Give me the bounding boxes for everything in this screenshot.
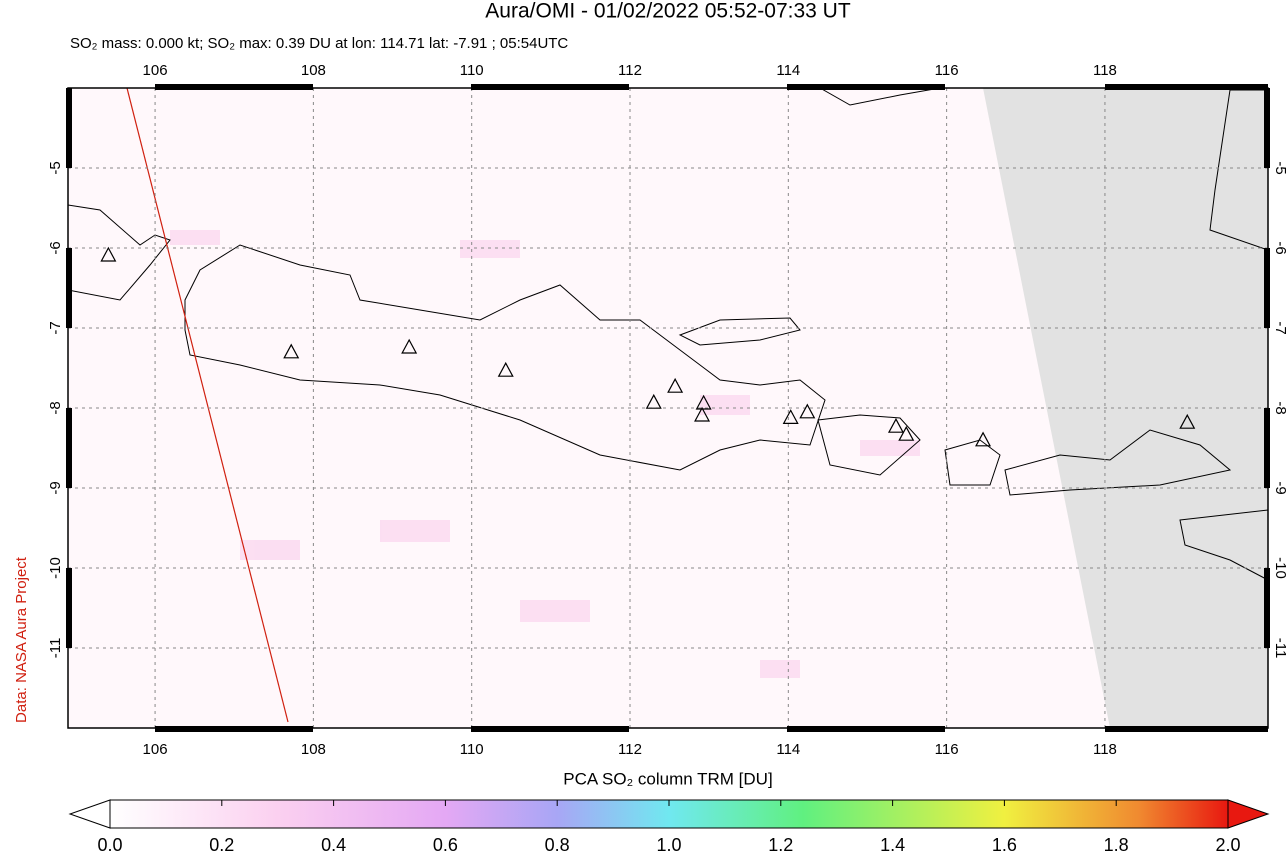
x-tick-label: 114	[776, 741, 800, 758]
colorbar-tick-label: 1.2	[768, 835, 793, 855]
title: Aura/OMI - 01/02/2022 05:52-07:33 UT	[485, 0, 851, 23]
x-tick-label: 110	[460, 741, 484, 758]
x-tick-label: 114	[776, 62, 800, 79]
y-tick-label: -5	[47, 161, 64, 174]
colorbar-tick-label: 0.6	[433, 835, 458, 855]
y-tick-label: -8	[47, 401, 64, 414]
y-tick-label: -10	[1272, 557, 1288, 579]
x-tick-label: 118	[1093, 62, 1117, 79]
x-tick-label: 108	[301, 62, 326, 79]
colorbar-tick-label: 1.6	[992, 835, 1017, 855]
volcano	[401, 338, 418, 354]
y-tick-label: -10	[47, 557, 64, 579]
volcano	[283, 343, 300, 359]
colorbar-tick-label: 2.0	[1215, 835, 1240, 855]
x-tick-label: 106	[143, 62, 168, 79]
orbit-track	[126, 88, 289, 723]
x-tick-label: 112	[618, 741, 642, 758]
credit: Data: NASA Aura Project	[13, 556, 30, 723]
colorbar-tick-label: 1.0	[656, 835, 681, 855]
colorbar-over	[1227, 799, 1270, 829]
volcano	[497, 361, 514, 377]
volcano	[667, 377, 684, 393]
y-tick-label: -6	[47, 241, 64, 254]
volcano	[799, 403, 816, 419]
x-tick-label: 116	[935, 62, 959, 79]
x-tick-label: 106	[143, 741, 168, 758]
volcano	[782, 409, 799, 424]
frame-bars	[66, 84, 1270, 732]
volcano	[898, 425, 915, 441]
so2-pixels	[170, 230, 920, 678]
colorbar-under	[68, 799, 111, 829]
x-tick-label: 118	[1093, 741, 1117, 758]
map	[68, 88, 1268, 728]
volcano	[694, 406, 711, 422]
x-tick-label: 116	[935, 741, 959, 758]
colorbar-tick-label: 0.2	[209, 835, 234, 855]
y-tick-label: -7	[47, 321, 64, 334]
colorbar-tick-label: 1.8	[1104, 835, 1129, 855]
colorbar-tick-label: 0.8	[545, 835, 570, 855]
volcano	[695, 394, 712, 410]
colorbar-tick-label: 0.0	[97, 835, 122, 855]
volcano	[887, 417, 904, 433]
x-tick-label: 112	[618, 62, 642, 79]
y-tick-label: -7	[1272, 321, 1288, 334]
colorbar-tick-label: 1.4	[880, 835, 905, 855]
y-tick-label: -5	[1272, 161, 1288, 174]
x-tick-label: 108	[301, 741, 326, 758]
y-tick-label: -11	[47, 638, 64, 659]
colorbar-label: PCA SO₂ column TRM [DU]	[563, 769, 772, 788]
volcano	[1179, 413, 1196, 429]
volcano	[975, 431, 992, 447]
y-tick-label: -8	[1272, 401, 1288, 414]
x-tick-label: 110	[460, 62, 484, 79]
colorbar-tick-label: 0.4	[321, 835, 346, 855]
volcano	[100, 246, 117, 262]
y-tick-label: -9	[47, 481, 64, 494]
subtitle: SO₂ mass: 0.000 kt; SO₂ max: 0.39 DU at …	[70, 35, 568, 52]
y-tick-label: -6	[1272, 241, 1288, 254]
y-tick-label: -11	[1272, 638, 1288, 659]
y-tick-label: -9	[1272, 481, 1288, 494]
volcano	[645, 393, 662, 409]
